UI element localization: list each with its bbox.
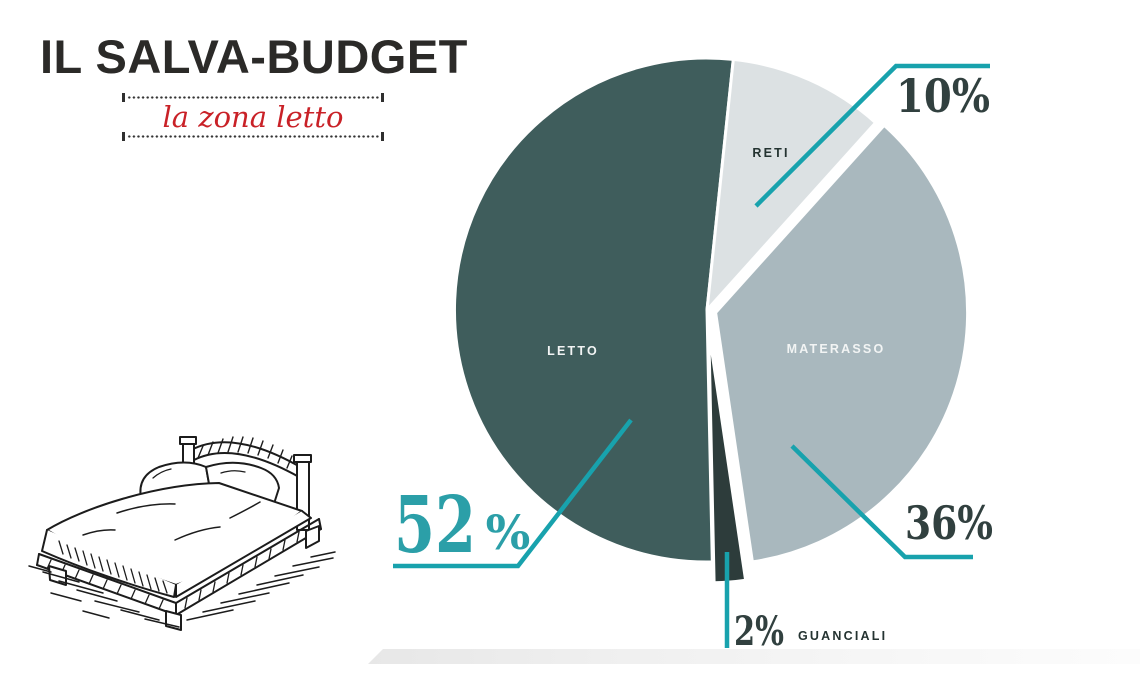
page-subtitle: la zona letto	[162, 100, 344, 134]
dotted-rule-bottom	[122, 132, 384, 141]
bed-illustration	[28, 436, 336, 631]
bed-sketch-lines	[28, 436, 336, 631]
value-label-materasso: 36%	[905, 496, 993, 550]
value-label-reti: 10%	[896, 69, 990, 123]
callout-line-letto	[393, 418, 633, 569]
slice-label-reti: RETI	[752, 146, 789, 160]
subtitle-box: la zona letto	[122, 93, 384, 141]
pie-slice-guanciali	[707, 329, 748, 585]
slice-label-letto: LETTO	[547, 344, 599, 358]
pie-slice-materasso	[714, 123, 970, 564]
header: IL SALVA-BUDGET la zona letto	[40, 30, 470, 141]
callout-line-reti	[754, 63, 990, 208]
value-label-letto: 52 %	[394, 480, 530, 571]
page-edge-shadow	[368, 649, 1140, 664]
pie-slice-reti	[705, 57, 878, 312]
slice-label-guanciali: GUANCIALI	[798, 629, 887, 643]
value-label-letto-number: 52	[394, 480, 476, 571]
slice-label-materasso: MATERASSO	[787, 342, 886, 356]
page-title: IL SALVA-BUDGET	[40, 30, 468, 83]
value-label-letto-sign: %	[486, 506, 531, 561]
dotted-rule-top	[122, 93, 384, 102]
value-label-guanciali: 2%	[734, 608, 784, 655]
pie-slice-letto	[452, 56, 735, 564]
callout-line-materasso	[790, 444, 973, 560]
